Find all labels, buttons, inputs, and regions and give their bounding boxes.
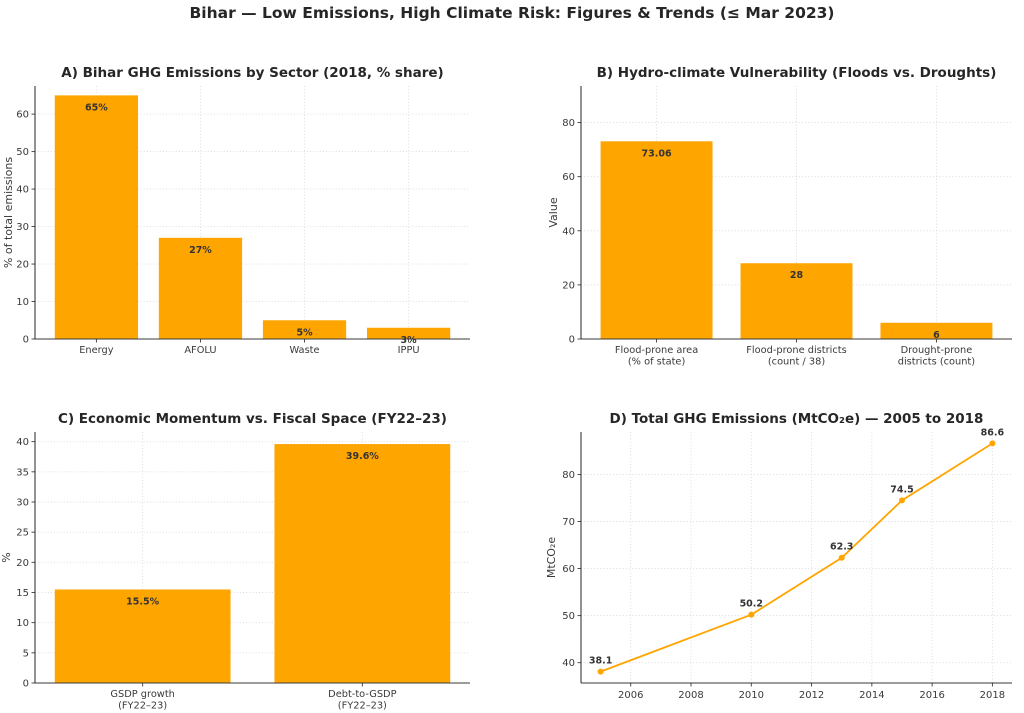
y-tick-label: 0	[569, 335, 575, 346]
data-label: 38.1	[589, 656, 612, 667]
x-tick-label: 2014	[859, 690, 884, 701]
y-tick-label: 35	[16, 467, 29, 478]
y-tick-label: 70	[562, 517, 575, 528]
y-tick-label: 5	[23, 648, 29, 659]
y-tick-label: 40	[562, 226, 575, 237]
data-label: 15.5%	[126, 596, 159, 607]
bar	[262, 320, 347, 339]
data-label: 62.3	[830, 542, 853, 553]
data-label: 39.6%	[346, 451, 379, 462]
bar	[366, 327, 451, 339]
x-tick-label: 2018	[980, 690, 1005, 701]
y-tick-label: 0	[23, 335, 29, 346]
x-category-label: Energy	[79, 345, 114, 356]
bar	[54, 589, 231, 683]
x-category-label: Waste	[290, 345, 320, 356]
x-tick-label: 2008	[678, 690, 703, 701]
chart-title: A) Bihar GHG Emissions by Sector (2018, …	[61, 65, 443, 81]
y-tick-label: 50	[562, 611, 575, 622]
data-label: 50.2	[740, 599, 763, 610]
y-tick-label: 10	[16, 297, 29, 308]
data-label: 86.6	[981, 427, 1005, 438]
y-tick-label: 15	[16, 588, 29, 599]
y-tick-label: 25	[16, 528, 29, 539]
data-point-marker	[898, 497, 905, 504]
y-tick-label: 0	[23, 679, 29, 690]
data-point-marker	[597, 668, 604, 675]
y-axis-label: % of total emissions	[2, 157, 15, 268]
y-tick-label: 20	[16, 260, 29, 271]
data-point-marker	[748, 611, 755, 618]
data-label: 5%	[296, 327, 313, 338]
data-point-marker	[989, 440, 996, 447]
data-label: 6	[933, 330, 940, 341]
x-category-label: Flood-prone area (% of state)	[615, 345, 698, 368]
bar	[740, 263, 853, 339]
x-category-label: Drought-prone districts (count)	[898, 345, 975, 368]
data-label: 28	[790, 270, 804, 281]
bar	[158, 237, 243, 339]
y-tick-label: 80	[562, 470, 575, 481]
x-category-label: AFOLU	[184, 345, 216, 356]
y-axis-label: MtCO₂e	[545, 537, 558, 579]
bar	[880, 322, 993, 339]
bar	[54, 95, 139, 340]
y-tick-label: 80	[562, 118, 575, 129]
data-point-marker	[838, 554, 845, 561]
y-tick-label: 50	[16, 147, 29, 158]
y-tick-label: 40	[16, 437, 29, 448]
x-category-label: IPPU	[398, 345, 420, 356]
y-axis-label: Value	[547, 197, 560, 227]
bar	[600, 141, 713, 339]
x-category-label: Flood-prone districts (count / 38)	[746, 345, 846, 368]
chart-title: B) Hydro-climate Vulnerability (Floods v…	[597, 65, 997, 81]
y-tick-label: 60	[16, 110, 29, 121]
data-label: 73.06	[642, 148, 672, 159]
chart-title: D) Total GHG Emissions (MtCO₂e) — 2005 t…	[610, 411, 984, 427]
trend-line	[600, 442, 993, 673]
x-tick-label: 2016	[919, 690, 944, 701]
figure-title: Bihar — Low Emissions, High Climate Risk…	[189, 4, 835, 22]
y-tick-label: 40	[562, 658, 575, 669]
data-label: 3%	[401, 335, 418, 346]
bar	[274, 444, 451, 683]
y-tick-label: 30	[16, 497, 29, 508]
x-tick-label: 2010	[739, 690, 764, 701]
y-axis-label: %	[0, 552, 13, 562]
y-tick-label: 40	[16, 185, 29, 196]
y-tick-label: 20	[16, 558, 29, 569]
y-tick-label: 60	[562, 564, 575, 575]
y-tick-label: 30	[16, 222, 29, 233]
y-tick-label: 20	[562, 280, 575, 291]
x-category-label: GSDP growth (FY22–23)	[110, 689, 174, 712]
y-tick-label: 10	[16, 618, 29, 629]
chart-hydro-climate-vulnerability: 0 20 40 60 80 Flood-prone area (% of state) Flo…	[547, 65, 1012, 368]
x-tick-label: 2006	[618, 690, 643, 701]
data-label: 74.5	[890, 484, 913, 495]
chart-economic-momentum-vs-fiscal-space: 0 5 10 15 20 25 30 35 40 GSDP growth (FY22–23) Debt…	[0, 411, 470, 712]
chart-ghg-emissions-by-sector: 0 10 20 30 40 50 60 Energy AFOLU Waste IPPU 65% 27% 5…	[2, 65, 470, 356]
chart-title: C) Economic Momentum vs. Fiscal Space (F…	[58, 411, 447, 427]
chart-total-ghg-emissions-trend: 40 50 60 70 80 2006 2008 2010 2012 2014 2016 2018 38…	[545, 411, 1012, 701]
x-category-label: Debt-to-GSDP (FY22–23)	[328, 689, 396, 712]
data-label: 27%	[189, 245, 212, 256]
y-tick-label: 60	[562, 172, 575, 183]
x-tick-label: 2012	[799, 690, 824, 701]
data-label: 65%	[85, 102, 108, 113]
